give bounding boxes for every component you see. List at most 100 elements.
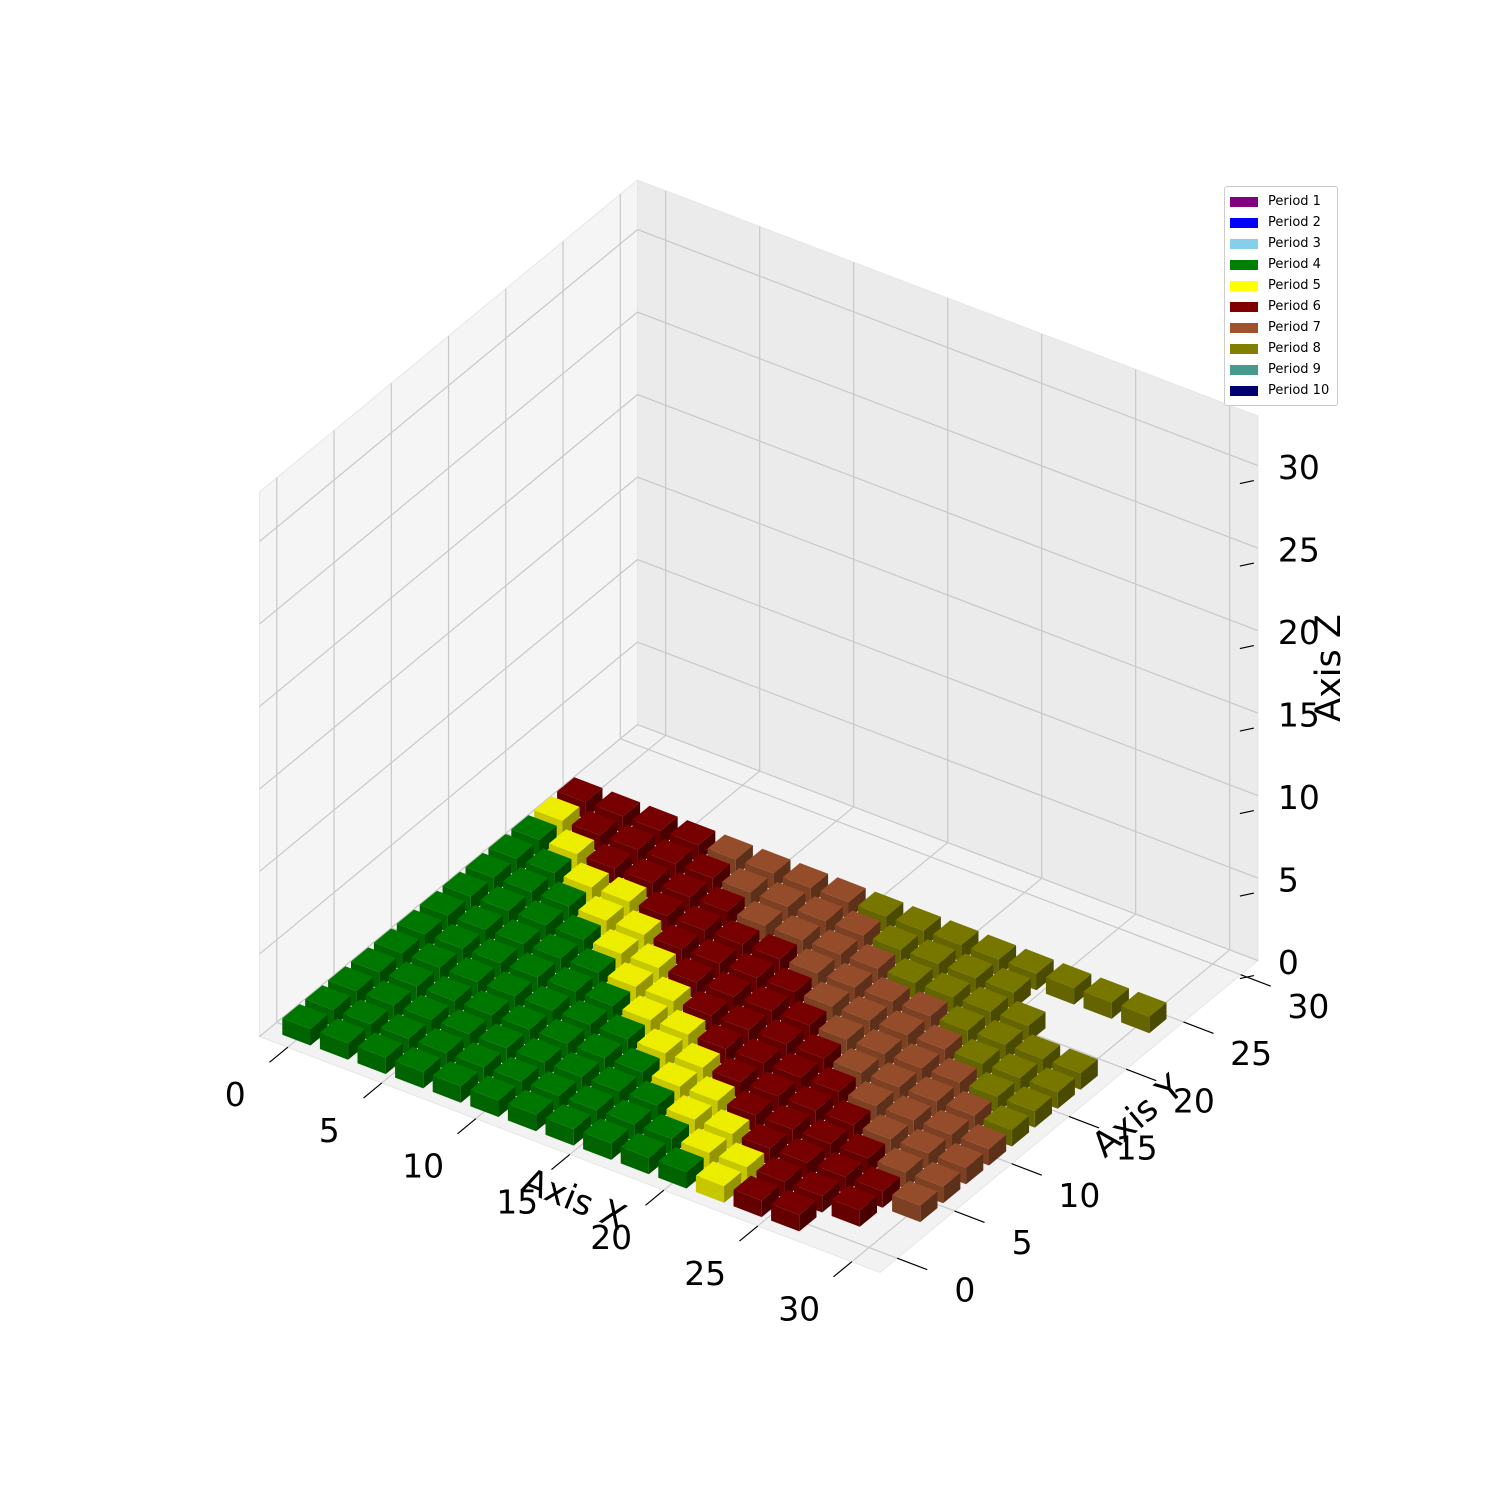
bar-side-face xyxy=(882,1177,900,1208)
bar-top-face xyxy=(395,1046,441,1072)
bar-top-face xyxy=(651,1061,698,1087)
bar-top-face xyxy=(718,1142,765,1168)
legend-label: Period 3 xyxy=(1268,236,1321,251)
bar-front-face xyxy=(282,1018,311,1046)
legend-item: Period 2 xyxy=(1225,212,1337,233)
legend-swatch xyxy=(1230,217,1258,228)
bar-front-face xyxy=(620,1146,649,1175)
bar-top-face xyxy=(849,943,896,969)
legend-label: Period 10 xyxy=(1268,383,1330,398)
bar-top-face xyxy=(547,966,593,992)
bar-top-face xyxy=(493,1056,539,1082)
legend-swatch xyxy=(1230,322,1258,333)
grid-z-back xyxy=(637,394,1259,632)
bar-top-face xyxy=(885,1095,931,1121)
bar-top-face xyxy=(674,1042,721,1068)
bar-top-face xyxy=(478,1023,524,1049)
bar-front-face xyxy=(892,1194,921,1223)
bar-top-face xyxy=(576,1033,622,1058)
bar-top-face xyxy=(712,1057,758,1082)
bar-side-face xyxy=(648,1143,667,1175)
bar-top-face xyxy=(900,1128,946,1154)
bar-top-face xyxy=(465,852,511,878)
bar-side-face xyxy=(943,1172,961,1204)
bar-top-face xyxy=(877,1147,923,1173)
bar-period-6 xyxy=(771,1189,817,1232)
bar-period-7 xyxy=(892,1180,938,1223)
bar-top-face xyxy=(503,867,549,892)
bar-top-face xyxy=(342,999,389,1025)
bar-top-face xyxy=(887,958,933,983)
bar-top-face xyxy=(772,1052,819,1078)
bar-front-face xyxy=(583,1132,612,1160)
bar-top-face xyxy=(862,1114,909,1140)
bar-top-face xyxy=(764,1104,810,1130)
bar-front-face xyxy=(771,1204,800,1232)
bar-top-face xyxy=(630,943,676,969)
bar-side-face xyxy=(1080,1059,1098,1090)
bar-top-face xyxy=(1014,1034,1061,1059)
bar-top-face xyxy=(615,910,662,935)
legend-label: Period 1 xyxy=(1268,194,1321,209)
bar-top-face xyxy=(666,1095,712,1120)
y-tick-label: 20 xyxy=(1173,1082,1215,1121)
bar-top-face xyxy=(488,834,534,859)
bar-top-face xyxy=(532,933,578,959)
bar-front-face xyxy=(1045,977,1075,1005)
bar-top-face xyxy=(586,843,632,869)
bar-top-face xyxy=(795,1033,842,1059)
bar-front-face xyxy=(1121,1005,1150,1034)
bar-top-face xyxy=(486,971,533,997)
bar-top-face xyxy=(305,985,351,1010)
bar-front-face xyxy=(507,1104,537,1132)
x-tick xyxy=(269,1046,289,1063)
bar-top-face xyxy=(681,1128,727,1153)
z-tick-label: 15 xyxy=(1278,696,1320,735)
bar-top-face xyxy=(789,948,835,974)
bar-top-face xyxy=(985,967,1031,993)
bar-top-face xyxy=(668,957,714,983)
bar-top-face xyxy=(545,1104,591,1130)
bar-top-face xyxy=(380,1013,426,1039)
grid-z-left xyxy=(259,394,638,707)
bar-side-face xyxy=(761,1186,779,1218)
legend-swatch xyxy=(1230,196,1258,207)
bar-top-face xyxy=(947,953,994,979)
bar-top-face xyxy=(977,1019,1023,1045)
z-tick xyxy=(1239,479,1255,485)
bar-top-face xyxy=(434,923,480,949)
bar-period-8 xyxy=(1083,977,1129,1019)
bar-top-face xyxy=(771,1189,817,1215)
bar-top-face xyxy=(614,1047,660,1073)
bar-front-face xyxy=(395,1061,424,1089)
legend-item: Period 8 xyxy=(1225,338,1337,359)
y-tick xyxy=(896,1257,928,1271)
bar-period-4 xyxy=(583,1118,629,1160)
bar-top-face xyxy=(578,895,624,921)
bar-top-face xyxy=(555,914,601,940)
bar-top-face xyxy=(782,863,829,888)
bar-top-face xyxy=(722,867,768,893)
grid-z-left xyxy=(259,476,638,790)
bar-top-face xyxy=(534,796,580,821)
x-tick xyxy=(833,1261,853,1278)
bar-side-face xyxy=(423,1057,441,1089)
bar-side-face xyxy=(686,1157,704,1189)
z-tick xyxy=(1239,892,1255,897)
bar-top-face xyxy=(774,915,820,941)
bar-top-face xyxy=(388,961,434,987)
bar-top-face xyxy=(695,1161,742,1187)
bar-top-face xyxy=(501,1004,547,1030)
bar-top-face xyxy=(857,891,904,917)
bar-top-face xyxy=(758,1019,804,1045)
bar-side-face xyxy=(1034,1097,1052,1128)
bar-top-face xyxy=(599,1014,645,1040)
bar-top-face xyxy=(833,1048,879,1073)
bar-top-face xyxy=(939,1005,985,1031)
bar-top-face xyxy=(396,909,443,935)
bar-top-face xyxy=(933,920,979,946)
bar-top-face xyxy=(820,877,866,903)
bar-top-face xyxy=(759,882,806,907)
grid-z-back xyxy=(637,229,1259,467)
bar-top-face xyxy=(319,1018,366,1044)
